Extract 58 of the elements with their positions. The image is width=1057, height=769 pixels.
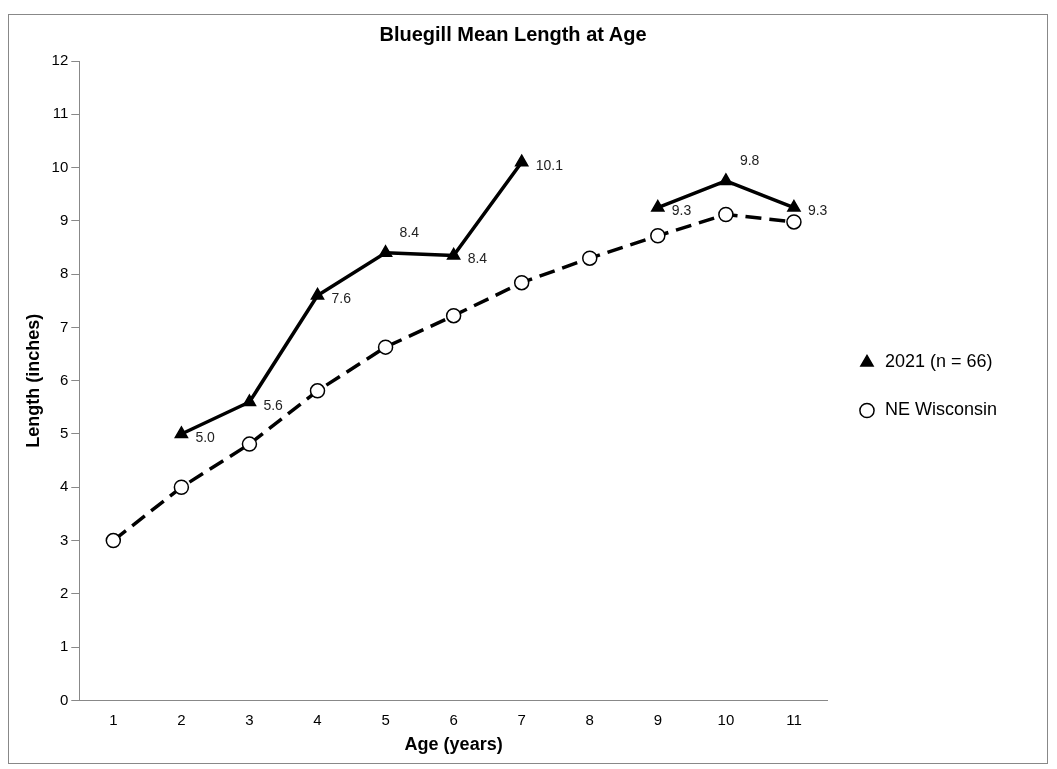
data-label: 9.8	[739, 151, 760, 168]
x-tick-label: 2	[177, 710, 186, 728]
point	[513, 274, 530, 291]
data-label: 8.4	[467, 250, 488, 267]
point	[650, 228, 666, 244]
legend-label: 2021 (n = 66)	[884, 351, 993, 372]
y-tick-label: 8	[59, 264, 69, 282]
data-label: 5.6	[263, 396, 284, 413]
point	[651, 199, 665, 212]
point	[445, 307, 462, 324]
y-tick-label: 6	[59, 370, 69, 388]
point	[514, 154, 529, 167]
data-label: 7.6	[331, 290, 352, 307]
chart-title: Bluegill Mean Length at Age	[379, 22, 647, 45]
point	[718, 206, 734, 223]
x-axis-title: Age (years)	[404, 734, 503, 755]
x-tick-label: 3	[245, 710, 254, 728]
data-label: 9.3	[807, 202, 828, 219]
point	[377, 339, 394, 355]
y-tick-label: 12	[51, 51, 69, 69]
point	[446, 247, 461, 260]
data-label: 9.3	[671, 202, 692, 219]
y-tick-label: 5	[59, 424, 69, 442]
point	[241, 436, 258, 452]
y-tick-label: 9	[59, 210, 69, 228]
y-tick-label: 10	[51, 157, 69, 175]
point	[310, 287, 325, 300]
x-tick-label: 4	[313, 710, 322, 728]
x-tick-label: 7	[517, 710, 526, 728]
point	[378, 245, 393, 258]
data-label: 10.1	[535, 157, 564, 174]
x-tick-label: 6	[449, 710, 458, 728]
point	[309, 383, 326, 399]
y-tick-label: 7	[59, 317, 69, 335]
y-tick-label: 3	[59, 530, 69, 548]
y-axis-title: Length (inches)	[22, 313, 43, 448]
point	[582, 250, 598, 266]
y-tick-label: 0	[59, 690, 69, 708]
x-tick-label: 1	[109, 710, 118, 728]
point	[105, 532, 122, 549]
y-tick-label: 2	[59, 583, 69, 601]
data-label: 5.0	[195, 428, 216, 445]
point	[787, 199, 801, 212]
x-tick-label: 8	[585, 710, 594, 728]
y-tick-label: 4	[59, 477, 69, 495]
point	[173, 479, 190, 496]
point	[719, 173, 733, 186]
point	[786, 214, 802, 230]
data-label: 8.4	[399, 223, 420, 240]
x-tick-label: 11	[786, 710, 802, 728]
y-tick-label: 11	[52, 104, 69, 122]
y-tick-label: 1	[59, 637, 69, 655]
point	[174, 426, 189, 439]
x-tick-label: 9	[653, 710, 662, 728]
x-tick-label: 10	[717, 710, 735, 728]
legend-label: NE Wisconsin	[884, 399, 998, 420]
x-tick-label: 5	[381, 710, 390, 728]
point	[242, 394, 257, 407]
